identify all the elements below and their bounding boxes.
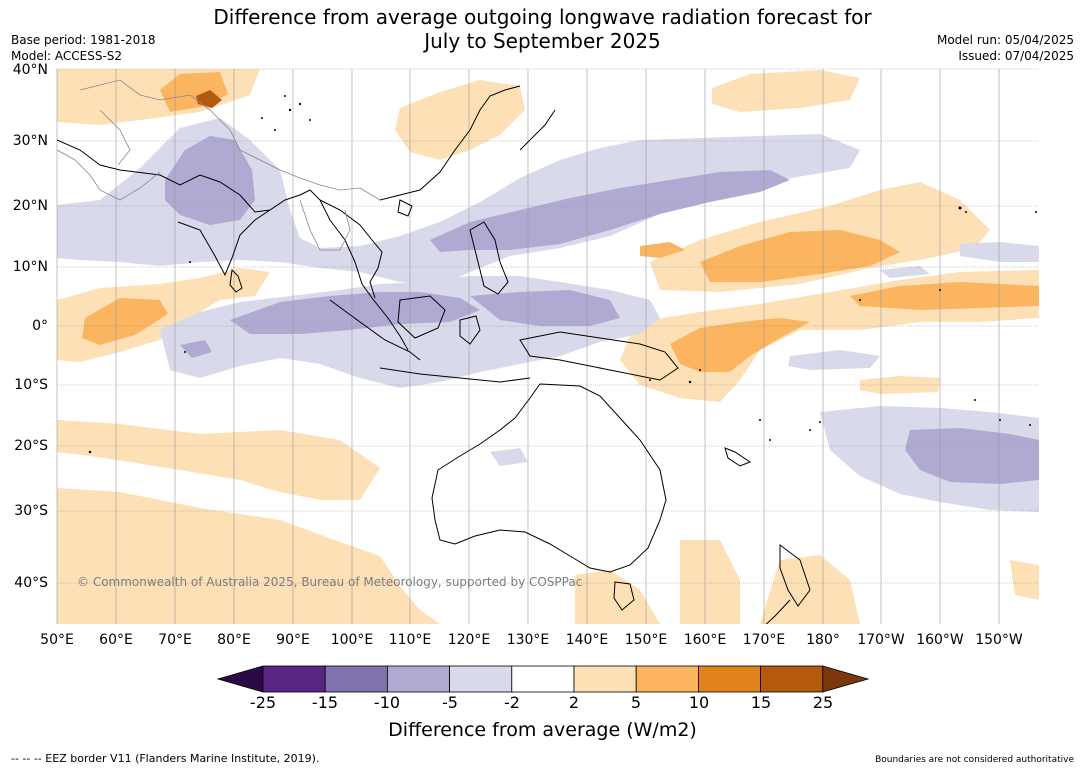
metadata-right: Model run: 05/04/2025 Issued: 07/04/2025 <box>937 32 1074 64</box>
indochina-coastline <box>319 199 383 299</box>
colorbar-swatch <box>449 665 513 693</box>
nz-south-island <box>765 599 791 624</box>
lat-label: 30°S <box>14 503 48 519</box>
sulawesi <box>459 315 481 345</box>
colorbar-swatch <box>698 665 762 693</box>
china-coastline <box>379 85 521 201</box>
lon-label: 160°W <box>916 632 964 648</box>
india-coastline <box>177 209 271 277</box>
japan <box>519 109 556 151</box>
colorbar-tick: -5 <box>442 693 458 712</box>
lat-label: 10°N <box>12 259 48 275</box>
colorbar-swatch <box>262 665 326 693</box>
colorbar-tick: 25 <box>812 693 834 712</box>
colorbar-tick: 5 <box>630 693 642 712</box>
new-guinea <box>519 331 679 381</box>
colorbar-max-arrow <box>822 665 870 693</box>
lat-label: 10°S <box>14 377 48 393</box>
islands <box>88 95 1037 454</box>
tasmania <box>613 581 635 611</box>
colorbar-swatch <box>324 665 388 693</box>
australia <box>431 383 667 573</box>
colorbar-tick: -15 <box>311 693 339 712</box>
colorbar <box>216 665 870 693</box>
lat-label: 0° <box>32 318 48 334</box>
lon-label: 150°W <box>975 632 1023 648</box>
colorbar-tick: 15 <box>750 693 772 712</box>
colorbar-tick: 2 <box>568 693 580 712</box>
copyright-notice: © Commonwealth of Australia 2025, Bureau… <box>77 575 583 589</box>
lon-label: 180° <box>806 632 840 648</box>
lon-label: 80°E <box>217 632 251 648</box>
boundaries-disclaimer: Boundaries are not considered authoritat… <box>875 755 1074 765</box>
title-line-1: Difference from average outgoing longwav… <box>213 5 872 29</box>
map-title: Difference from average outgoing longwav… <box>0 5 1085 53</box>
taiwan-hainan <box>397 199 413 217</box>
border-line <box>299 199 351 251</box>
colorbar-swatch <box>386 665 450 693</box>
lon-label: 150°E <box>624 632 668 648</box>
asia-coastline <box>57 139 409 351</box>
lon-label: 50°E <box>40 632 74 648</box>
lon-label: 140°E <box>565 632 609 648</box>
colorbar-title: Difference from average (W/m2) <box>388 719 697 741</box>
graticule <box>56 68 1039 624</box>
model-run-date: Model run: 05/04/2025 <box>936 33 1074 47</box>
sri-lanka <box>229 268 243 293</box>
lon-label: 90°E <box>276 632 310 648</box>
colorbar-swatch <box>511 665 575 693</box>
positive-anomaly-15-25 <box>196 90 222 108</box>
model-name: Model: ACCESS-S2 <box>11 49 123 63</box>
border-line <box>57 149 161 201</box>
lat-label: 30°N <box>12 133 48 149</box>
borneo <box>397 295 446 339</box>
lon-label: 100°E <box>330 632 374 648</box>
lat-label: 20°N <box>12 198 48 214</box>
lon-label: 170°W <box>857 632 905 648</box>
lon-label: 170°E <box>742 632 786 648</box>
lon-label: 60°E <box>99 632 133 648</box>
new-caledonia <box>724 447 752 467</box>
lat-label: 20°S <box>14 438 48 454</box>
java-lesser-sunda <box>379 367 531 383</box>
base-period: Base period: 1981-2018 <box>11 33 156 47</box>
philippines <box>469 221 509 295</box>
lon-label: 70°E <box>158 632 192 648</box>
lon-label: 110°E <box>388 632 432 648</box>
eez-border-note: -- -- -- EEZ border V11 (Flanders Marine… <box>11 752 320 765</box>
colorbar-swatch <box>573 665 637 693</box>
border-line <box>99 109 131 166</box>
issued-date: Issued: 07/04/2025 <box>958 49 1074 63</box>
colorbar-tick: 10 <box>688 693 710 712</box>
coastlines <box>57 85 811 624</box>
metadata-left: Base period: 1981-2018 Model: ACCESS-S2 <box>11 32 156 64</box>
colorbar-tick: -10 <box>373 693 401 712</box>
lon-label: 160°E <box>683 632 727 648</box>
country-borders <box>57 79 381 251</box>
title-line-2: July to September 2025 <box>424 29 661 53</box>
lat-label: 40°S <box>14 575 48 591</box>
anomaly-field <box>57 69 1039 624</box>
colorbar-swatch <box>760 665 824 693</box>
border-line <box>79 79 381 201</box>
nz-north-island <box>779 544 811 607</box>
sumatra <box>329 299 421 361</box>
colorbar-tick: -2 <box>504 693 520 712</box>
colorbar-min-arrow <box>216 665 264 693</box>
colorbar-tick: -25 <box>249 693 277 712</box>
colorbar-swatch <box>635 665 699 693</box>
lat-label: 40°N <box>12 62 48 78</box>
lon-label: 120°E <box>447 632 491 648</box>
negative-anomaly-5-10 <box>165 136 1039 484</box>
lon-label: 130°E <box>506 632 550 648</box>
